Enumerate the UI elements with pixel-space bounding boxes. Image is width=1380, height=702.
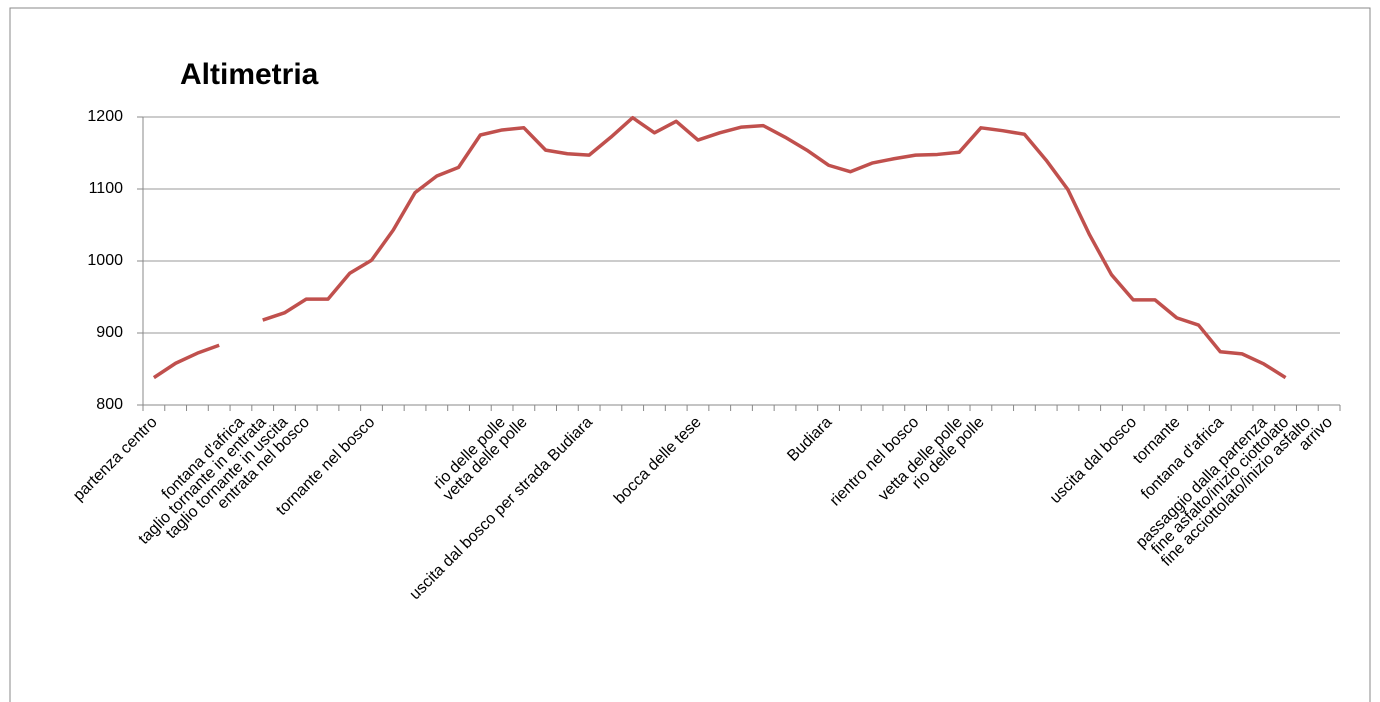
line-series bbox=[262, 115, 1287, 380]
y-tick-label: 1000 bbox=[87, 252, 123, 269]
y-tick-label: 1100 bbox=[89, 180, 124, 197]
chart-title: Altimetria bbox=[180, 58, 319, 91]
chart-frame bbox=[9, 7, 1371, 702]
y-tick-label: 1200 bbox=[87, 108, 123, 125]
y-tick-label: 800 bbox=[96, 396, 123, 413]
y-tick-label: 900 bbox=[96, 324, 123, 341]
line-series bbox=[152, 343, 220, 380]
